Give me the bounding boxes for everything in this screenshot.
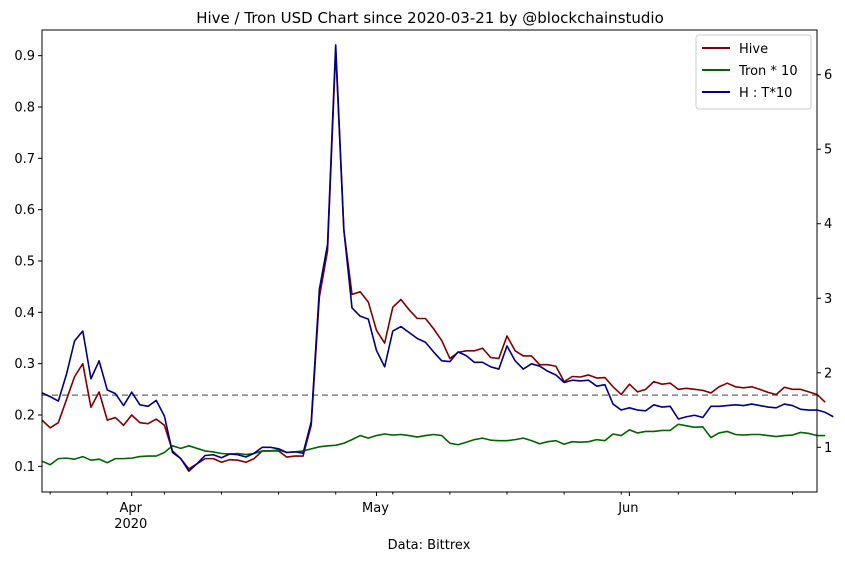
right-y-tick-label: 6 bbox=[824, 68, 832, 83]
series-line-1 bbox=[41, 423, 826, 466]
legend-label: Tron * 10 bbox=[738, 64, 798, 79]
x-tick-label: Jun bbox=[617, 501, 638, 516]
legend: Hive Tron * 10 H : T*10 bbox=[695, 34, 812, 110]
left-y-tick-label: 0.7 bbox=[14, 152, 35, 167]
legend-label: H : T*10 bbox=[739, 86, 792, 101]
x-tick-sublabel: 2020 bbox=[114, 517, 147, 532]
left-y-tick-label: 0.5 bbox=[14, 255, 35, 270]
left-y-tick-label: 0.6 bbox=[14, 203, 35, 218]
right-y-tick-label: 3 bbox=[824, 292, 832, 307]
legend-label: Hive bbox=[739, 42, 768, 57]
x-axis-label: Data: Bittrex bbox=[388, 538, 471, 553]
left-y-tick-label: 0.3 bbox=[14, 357, 35, 372]
legend-box bbox=[695, 34, 812, 110]
left-y-tick-label: 0.2 bbox=[14, 409, 35, 424]
right-y-tick-label: 2 bbox=[824, 366, 832, 381]
axes: 0.1 0.2 0.3 0.4 0.5 0.6 0.7 0.8 0.9 1 2 3 4 5 6 Apr2020… bbox=[14, 49, 832, 532]
series-line-2 bbox=[41, 44, 834, 472]
left-y-tick-label: 0.1 bbox=[14, 460, 35, 475]
left-y-tick-label: 0.9 bbox=[14, 49, 35, 64]
right-y-tick-label: 1 bbox=[824, 441, 832, 456]
right-y-tick-label: 5 bbox=[824, 143, 832, 158]
left-y-tick-label: 0.8 bbox=[14, 101, 35, 116]
right-y-tick-label: 4 bbox=[824, 217, 832, 232]
plot-area bbox=[41, 44, 834, 472]
x-tick-label: Apr bbox=[119, 501, 142, 516]
chart-title: Hive / Tron USD Chart since 2020-03-21 b… bbox=[196, 9, 664, 27]
x-tick-label: May bbox=[362, 501, 389, 516]
left-y-tick-label: 0.4 bbox=[14, 306, 35, 321]
